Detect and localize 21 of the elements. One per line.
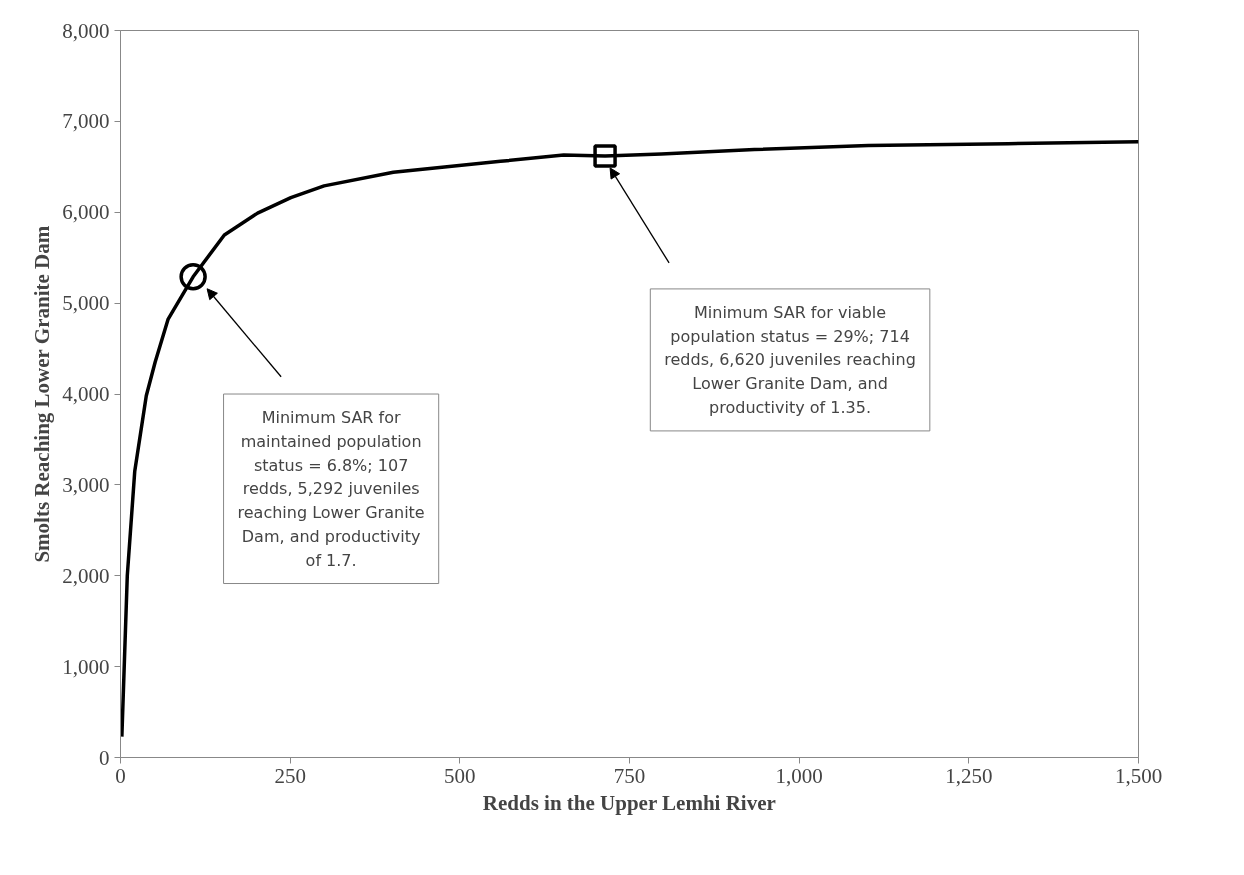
y-tick-label: 6,000 bbox=[62, 200, 110, 225]
y-tick-label: 0 bbox=[99, 745, 110, 770]
y-tick-label: 5,000 bbox=[62, 291, 110, 316]
line-series bbox=[120, 140, 1139, 739]
annotation: Minimum SAR for maintained population status = 6.8%; 107 redds, 5,292 juveniles reaching Lower Granite Dam, and productivity of 1.7. bbox=[237, 408, 425, 570]
y-tick-label: 2,000 bbox=[62, 563, 110, 588]
annotation: Minimum SAR for viable population status = 29%; 714 redds, 6,620 juveniles reaching Lower Granite Dam, and productivity of 1.35. bbox=[664, 302, 916, 417]
x-tick-label: 750 bbox=[613, 763, 646, 788]
x-tick-label: 1,250 bbox=[945, 763, 993, 788]
x-tick-label: 1,500 bbox=[1114, 763, 1163, 788]
y-tick-label: 1,000 bbox=[62, 654, 110, 679]
x-tick-label: 250 bbox=[274, 763, 306, 788]
x-tick-label: 1,000 bbox=[775, 763, 823, 788]
x-tick-label: 0 bbox=[115, 763, 126, 788]
y-tick-label: 7,000 bbox=[62, 109, 110, 134]
x-axis-title: Redds in the Upper Lemhi River bbox=[482, 790, 776, 815]
y-tick-label: 3,000 bbox=[62, 472, 110, 497]
y-tick-label: 8,000 bbox=[62, 18, 110, 43]
y-tick-label: 4,000 bbox=[62, 382, 110, 406]
y-axis-title: Smolts Reaching Lower Granite Dam bbox=[30, 225, 55, 563]
x-tick-label: 500 bbox=[444, 763, 476, 788]
